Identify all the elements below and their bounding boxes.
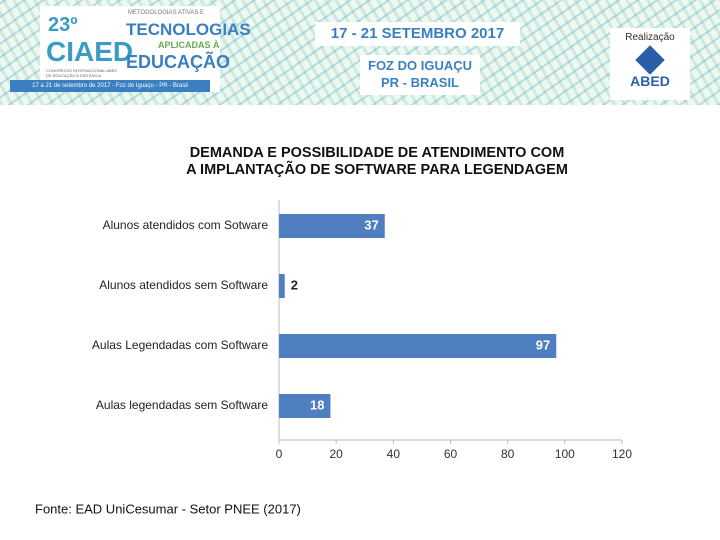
- y-tick-label: Alunos atendidos com Sotware: [103, 218, 269, 232]
- bar: [279, 334, 557, 358]
- bar: [279, 214, 385, 238]
- theme: APLICADAS À: [158, 40, 220, 50]
- event-dates: 17 a 21 de setembro de 2017 - Foz do Igu…: [10, 80, 210, 92]
- x-tick-label: 120: [612, 447, 632, 461]
- x-tick-label: 20: [329, 447, 343, 461]
- bar: [279, 394, 331, 418]
- logo-block: 23º CIAED CONGRESSO INTERNACIONAL ABED D…: [40, 6, 251, 92]
- y-tick-label: Alunos atendidos sem Software: [99, 278, 268, 292]
- x-tick-label: 100: [555, 447, 575, 461]
- edition: 23º: [48, 14, 78, 36]
- banner: 23º CIAED CONGRESSO INTERNACIONAL ABED D…: [0, 0, 720, 105]
- chart-title: A IMPLANTAÇÃO DE SOFTWARE PARA LEGENDAGE…: [186, 160, 568, 178]
- x-tick-label: 60: [444, 447, 458, 461]
- x-tick-label: 0: [276, 447, 283, 461]
- chart-title: DEMANDA E POSSIBILIDADE DE ATENDIMENTO C…: [190, 145, 565, 161]
- event-subtitle: CONGRESSO INTERNACIONAL ABED DE EDUCAÇÃO…: [46, 68, 118, 78]
- value-label: 18: [310, 397, 324, 412]
- organizer-label: Realização: [625, 32, 675, 43]
- city: FOZ DO IGUAÇU: [368, 58, 472, 73]
- organizer-name: ABED: [630, 73, 670, 89]
- state: PR - BRASIL: [381, 75, 459, 90]
- source-note: Fonte: EAD UniCesumar - Setor PNEE (2017…: [35, 501, 301, 516]
- value-label: 37: [364, 217, 378, 232]
- event-name: CIAED: [46, 36, 134, 67]
- theme: METODOLOGIAS ATIVAS E: [128, 10, 205, 16]
- bar: [279, 274, 285, 298]
- theme: TECNOLOGIAS: [126, 20, 251, 39]
- value-label: 97: [536, 337, 550, 352]
- x-tick-label: 80: [501, 447, 515, 461]
- location: FOZ DO IGUAÇU PR - BRASIL: [360, 55, 480, 95]
- chart: DEMANDA E POSSIBILIDADE DE ATENDIMENTO C…: [35, 145, 632, 517]
- y-tick-label: Aulas Legendadas com Software: [92, 338, 268, 352]
- organizer-icon: [635, 45, 665, 75]
- x-tick-label: 40: [387, 447, 401, 461]
- y-tick-label: Aulas legendadas sem Software: [96, 398, 268, 412]
- value-label: 2: [291, 277, 298, 292]
- theme: EDUCAÇÃO: [126, 52, 231, 72]
- dates: 17 - 21 SETEMBRO 2017: [315, 22, 520, 46]
- organizer-block: Realização ABED: [610, 28, 690, 100]
